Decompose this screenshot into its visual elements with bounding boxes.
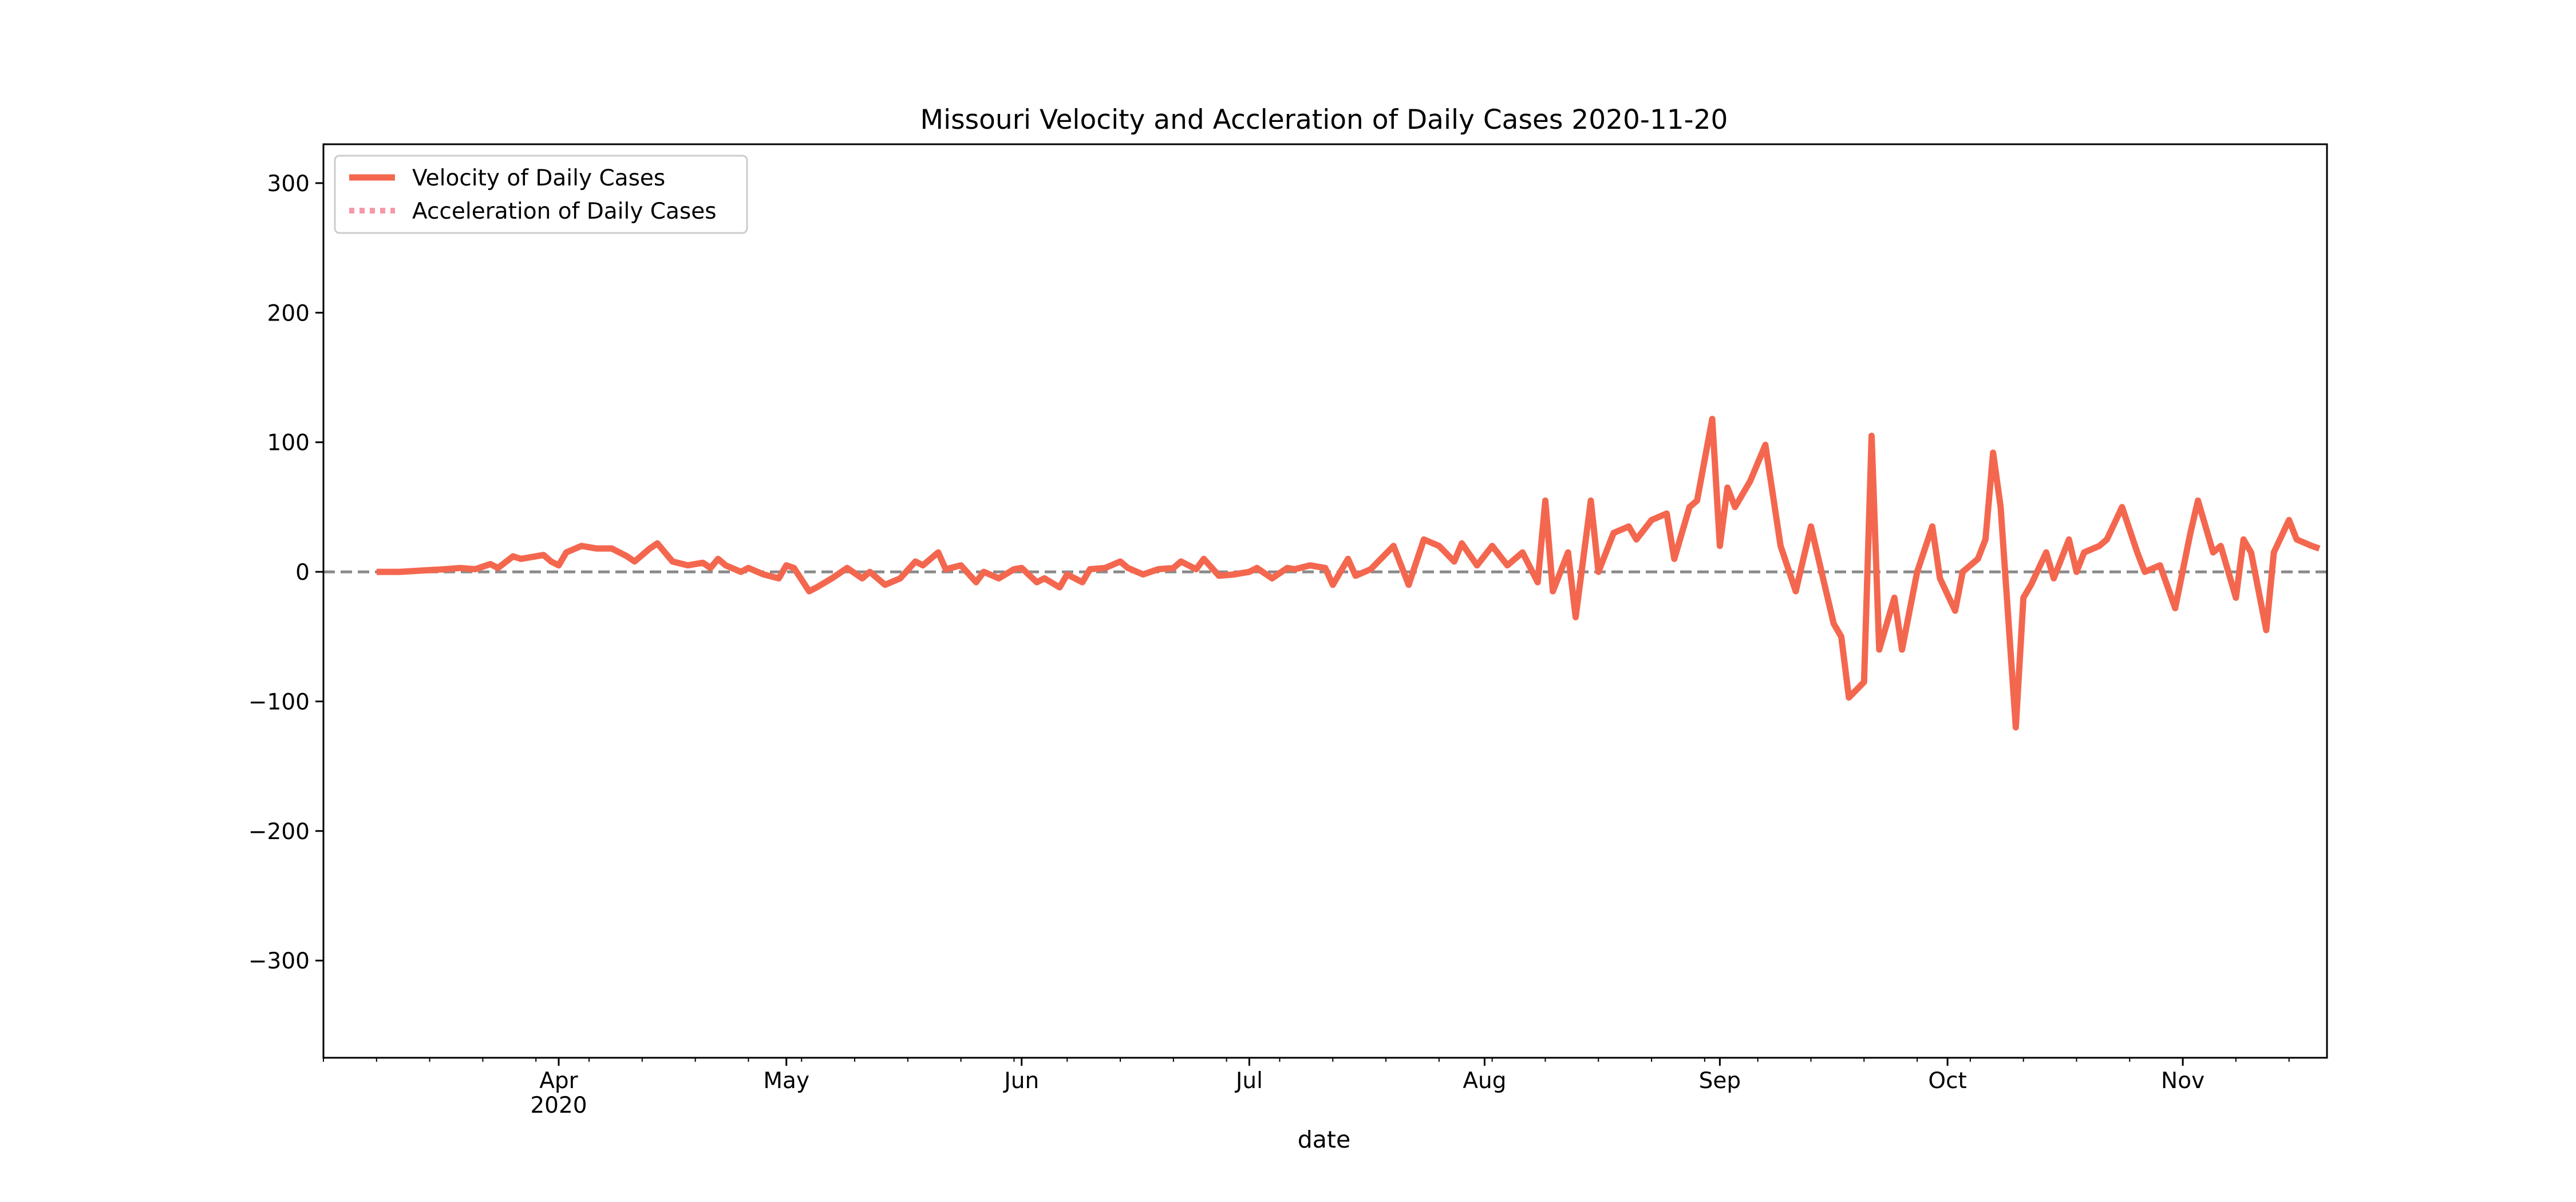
- y-tick-label: 0: [295, 560, 310, 586]
- legend-label-velocity: Velocity of Daily Cases: [412, 165, 665, 191]
- y-tick-label: 200: [267, 300, 310, 326]
- x-tick-label: Jun: [1002, 1068, 1039, 1094]
- y-tick-label: −300: [248, 948, 310, 974]
- plot-frame: [322, 143, 2328, 1059]
- chart-legend: Velocity of Daily Cases Acceleration of D…: [334, 155, 748, 234]
- chart-title: Missouri Velocity and Accleration of Dai…: [920, 104, 1728, 136]
- y-tick-label: −100: [248, 689, 310, 715]
- y-tick-label: 300: [267, 171, 310, 197]
- series-line-velocity: [376, 416, 2321, 731]
- x-tick-year-label: 2020: [530, 1093, 587, 1118]
- y-tick-label: −200: [248, 819, 310, 845]
- x-tick-label: Nov: [2161, 1068, 2204, 1094]
- x-tick-label: Jul: [1234, 1068, 1263, 1094]
- x-tick-label: Oct: [1928, 1068, 1966, 1094]
- x-tick-label: Apr: [539, 1068, 578, 1094]
- y-tick-label: 100: [267, 430, 310, 456]
- legend-box: [334, 155, 748, 234]
- x-tick-label: Sep: [1699, 1068, 1741, 1094]
- x-tick-label: Aug: [1463, 1068, 1506, 1094]
- x-axis-label: date: [1298, 1126, 1350, 1153]
- x-tick-label: May: [763, 1068, 809, 1094]
- legend-label-acceleration: Acceleration of Daily Cases: [412, 199, 717, 224]
